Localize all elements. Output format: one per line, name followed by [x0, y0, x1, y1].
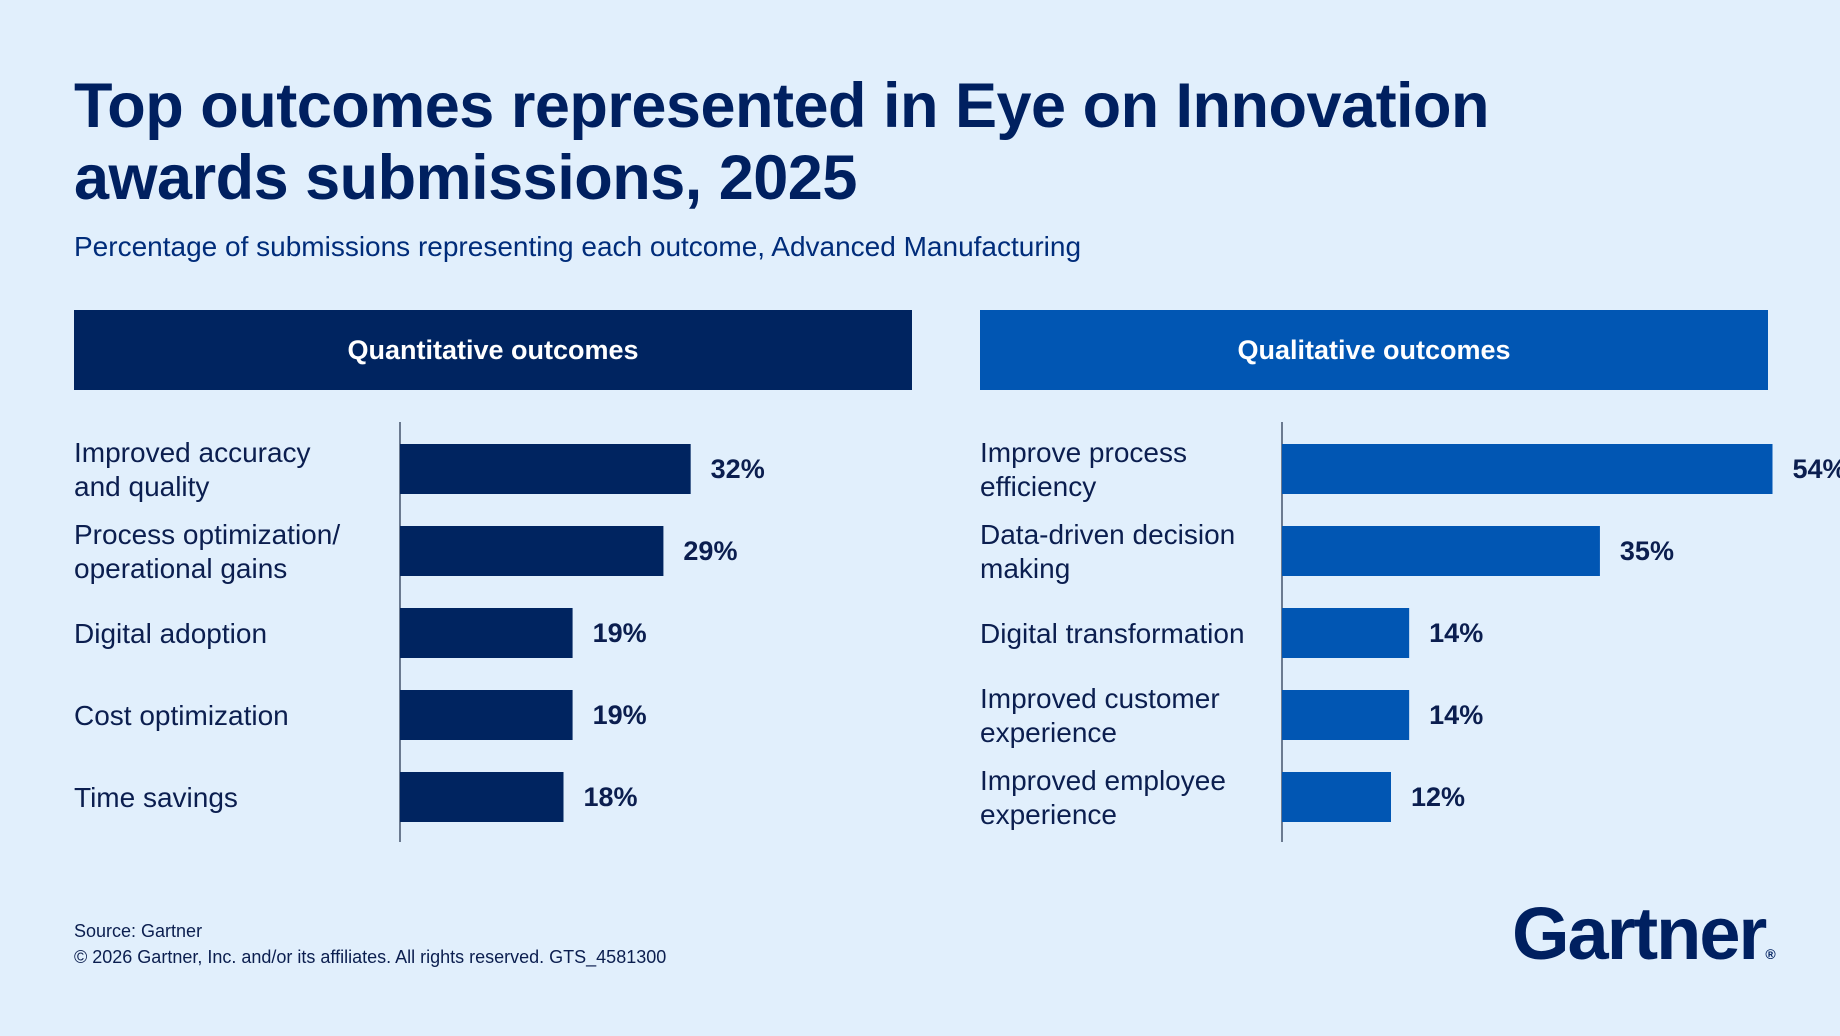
category-label-line: operational gains: [74, 553, 287, 584]
copyright-note: © 2026 Gartner, Inc. and/or its affiliat…: [74, 947, 667, 967]
category-label-line: Process optimization/: [74, 519, 340, 550]
category-label: Improve process efficiency: [980, 437, 1187, 502]
qualitative-panel: Qualitative outcomes 54%Improve processe…: [980, 310, 1840, 842]
page-title: Top outcomes represented in Eye on Innov…: [74, 70, 1574, 214]
bar: [400, 772, 564, 822]
bar: [1282, 608, 1410, 658]
category-label: Digital transformation: [980, 618, 1245, 649]
category-label: Time savings: [74, 782, 238, 813]
title-line-1: Top outcomes represented in Eye on Innov…: [74, 71, 1490, 141]
category-label-line: making: [980, 553, 1070, 584]
page-subtitle: Percentage of submissions representing e…: [74, 231, 1082, 262]
category-label: Digital adoption: [74, 618, 267, 649]
registered-mark: ®: [1765, 946, 1776, 962]
category-label-line: Improved customer: [980, 683, 1220, 714]
category-label-line: experience: [980, 799, 1117, 830]
bar: [1282, 444, 1773, 494]
bar: [1282, 772, 1391, 822]
category-label-line: Time savings: [74, 782, 238, 813]
category-label: Process optimization/operational gains: [74, 519, 340, 584]
data-label: 19%: [593, 700, 647, 730]
category-label-line: Data-driven decision: [980, 519, 1235, 550]
category-label: Cost optimization: [74, 700, 289, 731]
category-label: Improved employee experience: [980, 765, 1226, 830]
footer: Source: Gartner © 2026 Gartner, Inc. and…: [74, 918, 666, 970]
bar: [400, 526, 664, 576]
title-line-2: awards submissions, 2025: [74, 143, 857, 213]
bar: [400, 690, 573, 740]
data-label: 54%: [1793, 454, 1840, 484]
data-label: 12%: [1411, 782, 1465, 812]
gartner-logo: Gartner®: [1512, 892, 1776, 996]
category-label-line: and quality: [74, 471, 209, 502]
qualitative-panel-header: Qualitative outcomes: [980, 310, 1768, 390]
category-label: Improved accuracy and quality: [74, 437, 311, 502]
category-label-line: Improve process: [980, 437, 1187, 468]
category-label-line: Digital transformation: [980, 618, 1245, 649]
quantitative-panel-header: Quantitative outcomes: [74, 310, 912, 390]
bar: [1282, 690, 1410, 740]
category-label-line: efficiency: [980, 471, 1096, 502]
source-note: Source: Gartner: [74, 921, 203, 941]
category-label: Improved customer experience: [980, 683, 1220, 748]
category-label-line: Cost optimization: [74, 700, 289, 731]
category-label-line: Improved accuracy: [74, 437, 311, 468]
category-label: Data-driven decision making: [980, 519, 1235, 584]
category-label-line: Digital adoption: [74, 618, 267, 649]
quantitative-bar-chart: 32% Improved accuracy and quality 29% Proces…: [74, 422, 765, 842]
category-label-line: Improved employee: [980, 765, 1226, 796]
data-label: 32%: [711, 454, 765, 484]
bar: [400, 608, 573, 658]
logo-text: Gartner: [1512, 892, 1767, 975]
data-label: 19%: [593, 618, 647, 648]
data-label: 35%: [1620, 536, 1674, 566]
category-label-line: experience: [980, 717, 1117, 748]
bar: [400, 444, 691, 494]
data-label: 14%: [1429, 700, 1483, 730]
data-label: 29%: [683, 536, 737, 566]
data-label: 18%: [584, 782, 638, 812]
bar: [1282, 526, 1600, 576]
data-label: 14%: [1429, 618, 1483, 648]
quantitative-panel: Quantitative outcomes 32% Improved accura…: [74, 310, 912, 842]
